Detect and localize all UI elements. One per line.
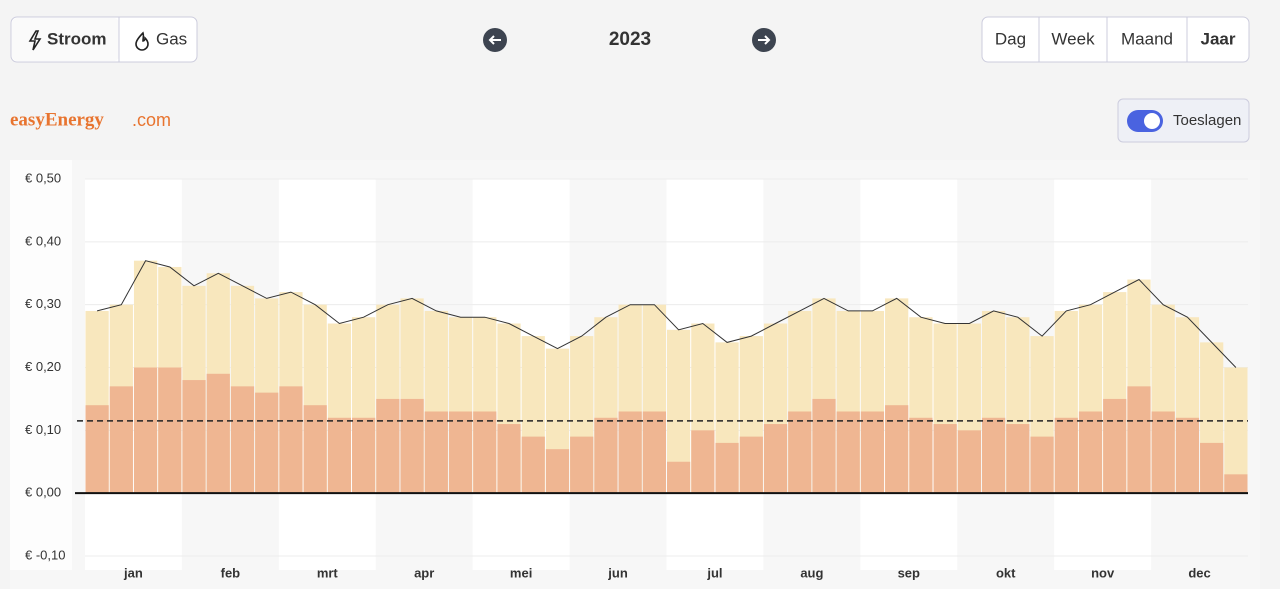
base-bar	[1030, 436, 1054, 494]
base-bar	[1175, 417, 1200, 494]
base-bar	[521, 436, 545, 494]
base-bar	[1224, 474, 1248, 494]
base-bar	[303, 405, 327, 494]
x-tick-label: jun	[607, 565, 628, 580]
y-tick-label: € 0,20	[25, 359, 61, 374]
base-bar	[570, 436, 594, 494]
period-switch: Dag Week Maand Jaar	[981, 16, 1250, 63]
y-tick-label: € 0,10	[25, 422, 61, 437]
prev-arrow	[488, 35, 501, 45]
stroom-button[interactable]	[12, 18, 119, 61]
base-bar	[642, 411, 666, 494]
chart: € -0,10 € 0,00 € 0,10 € 0,20 € 0,30 € 0,40 € 0…	[25, 170, 1248, 580]
base-bar	[594, 417, 618, 494]
x-tick-label: feb	[221, 565, 241, 580]
next-arrow	[758, 35, 771, 45]
stroom-label[interactable]: Stroom	[47, 29, 107, 48]
x-tick-label: sep	[898, 565, 920, 580]
x-tick-label: apr	[414, 565, 434, 580]
base-bar	[957, 430, 981, 494]
base-bar	[1006, 424, 1030, 494]
year: 2023	[609, 29, 651, 50]
y-tick-label: € 0,00	[25, 485, 61, 500]
base-bar	[85, 405, 109, 494]
logo-suffix: .com	[132, 110, 171, 130]
base-bar	[473, 411, 497, 494]
base-bar	[1078, 411, 1103, 494]
period-frame	[981, 16, 1250, 63]
toeslagen-toggle[interactable]: Toeslagen	[1117, 98, 1250, 143]
x-tick-label: mrt	[317, 565, 339, 580]
base-bar	[763, 424, 788, 494]
x-tick-label: jul	[706, 565, 722, 580]
base-bar	[400, 398, 424, 494]
gas-label[interactable]: Gas	[156, 29, 187, 48]
flame-icon	[135, 31, 149, 51]
toggle-label: Toeslagen	[1173, 112, 1241, 129]
period-button[interactable]: Maand	[1121, 29, 1173, 48]
x-tick-label: dec	[1188, 565, 1210, 580]
period-button[interactable]: Week	[1051, 29, 1095, 48]
base-bar	[909, 417, 933, 494]
base-bar	[133, 367, 158, 494]
base-bar	[352, 417, 376, 494]
base-bar	[448, 411, 473, 494]
total-bar	[1224, 367, 1248, 494]
base-bar	[230, 386, 255, 494]
total-bar	[667, 329, 691, 494]
base-bar	[981, 417, 1006, 494]
base-bar	[933, 424, 957, 494]
base-bar	[182, 380, 206, 494]
x-tick-label: mei	[510, 565, 532, 580]
base-bar	[812, 398, 836, 494]
y-tick-label: € 0,30	[25, 296, 61, 311]
base-bar	[109, 386, 133, 494]
base-bar	[715, 442, 739, 494]
base-bar	[788, 411, 812, 494]
base-bar	[279, 386, 303, 494]
base-bar	[255, 392, 279, 494]
x-tick-label: aug	[800, 565, 823, 580]
base-bar	[1151, 411, 1175, 494]
y-tick-label: € 0,50	[25, 170, 61, 185]
base-bar	[327, 417, 352, 494]
base-bar	[1054, 417, 1078, 494]
base-bar	[691, 430, 715, 494]
base-bar	[1127, 386, 1151, 494]
base-bar	[885, 405, 909, 494]
year-nav: 2023	[483, 28, 776, 52]
base-bar	[1200, 442, 1224, 494]
period-button[interactable]: Dag	[995, 29, 1026, 48]
base-bar	[1103, 398, 1127, 494]
base-bar	[158, 367, 182, 494]
energy-switch: Stroom Gas	[10, 16, 198, 63]
axis-panel	[10, 160, 72, 570]
base-bar	[860, 411, 885, 494]
x-tick-label: nov	[1091, 565, 1115, 580]
base-bar	[836, 411, 860, 494]
period-button[interactable]: Jaar	[1201, 29, 1236, 48]
base-bar	[424, 411, 448, 494]
base-bar	[376, 398, 400, 494]
logo-brand: easyEnergy	[10, 109, 104, 130]
base-bar	[618, 411, 642, 494]
base-bar	[206, 373, 230, 494]
base-bar	[545, 449, 570, 494]
x-tick-label: okt	[996, 565, 1016, 580]
toggle-knob	[1144, 113, 1160, 129]
x-tick-label: jan	[123, 565, 143, 580]
y-tick-label: € -0,10	[25, 547, 65, 562]
base-bar	[497, 424, 521, 494]
total-line	[96, 260, 1237, 368]
y-tick-label: € 0,40	[25, 233, 61, 248]
bolt-icon	[28, 30, 42, 51]
base-bar	[739, 436, 763, 494]
base-bar	[667, 461, 691, 494]
